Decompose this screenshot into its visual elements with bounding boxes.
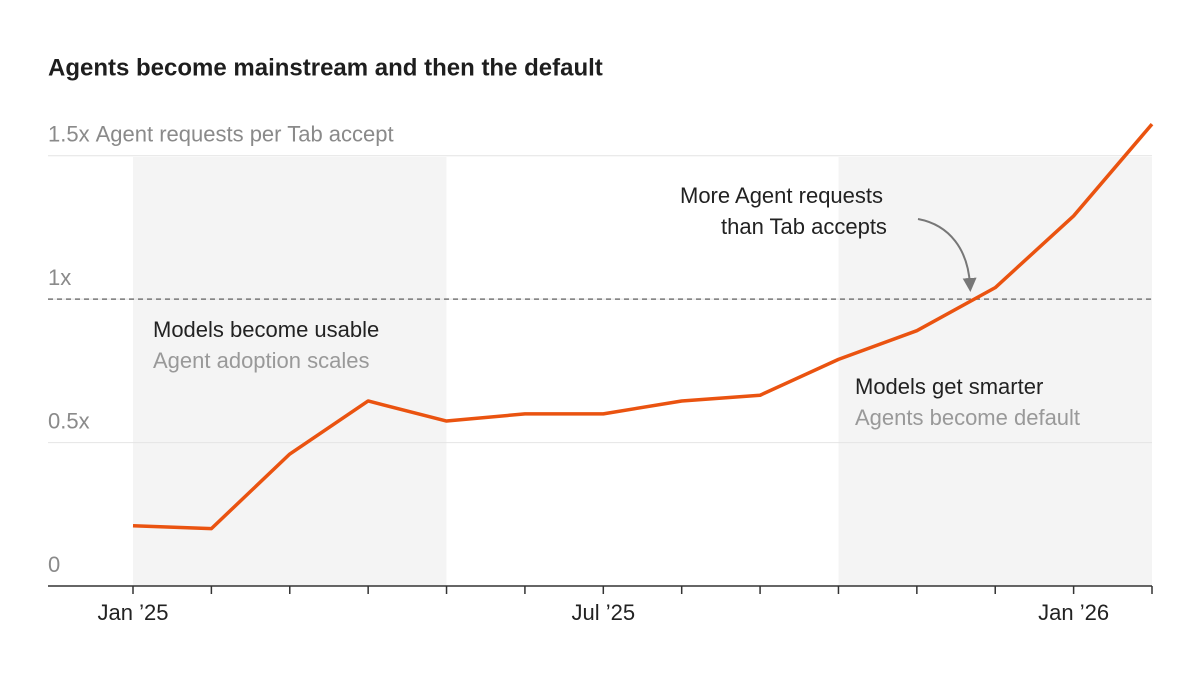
y-tick-label: 0	[48, 552, 60, 577]
chart-title: Agents become mainstream and then the de…	[48, 54, 603, 81]
annotation-arrow	[917, 218, 977, 292]
x-tick-label: Jul ’25	[572, 600, 636, 625]
phase-band	[838, 157, 1152, 586]
x-tick-label: Jan ’26	[1038, 600, 1109, 625]
annotation: than Tab accepts	[721, 214, 887, 239]
shading	[133, 157, 1152, 586]
y-tick-label: 1.5x	[48, 122, 90, 147]
series-line	[132, 122, 1154, 531]
phase-subtitle: Agents become default	[855, 405, 1080, 430]
y-tick-label: 0.5x	[48, 408, 90, 433]
phase-band	[133, 157, 447, 586]
phase-title: Models become usable	[153, 317, 379, 342]
x-tick-label: Jan ’25	[98, 600, 169, 625]
phase-title: Models get smarter	[855, 374, 1043, 399]
annotation: More Agent requests	[680, 183, 883, 208]
y-tick-label: 1x	[48, 265, 71, 290]
phase-subtitle: Agent adoption scales	[153, 348, 370, 373]
y-axis-label: Agent requests per Tab accept	[96, 122, 394, 147]
